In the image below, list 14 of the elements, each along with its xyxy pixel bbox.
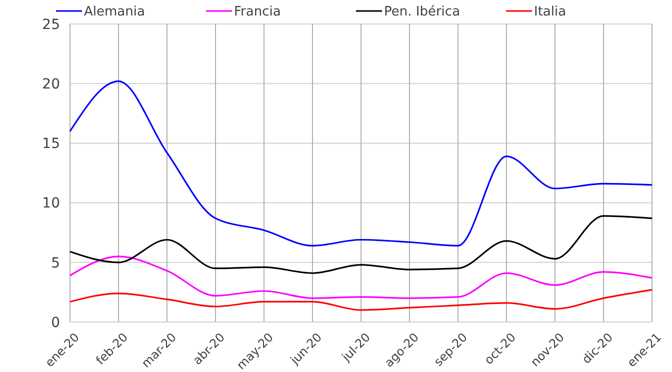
legend-label: Alemania [84,4,145,20]
line-series [69,256,653,299]
line-series [69,215,653,274]
line-series [69,289,653,311]
legend-label: Pen. Ibérica [384,4,460,20]
y-tick-label: 20 [42,76,60,92]
y-tick-label: 10 [42,196,60,212]
legend-label: Francia [234,4,281,20]
y-tick-label: 0 [51,314,60,331]
legend-label: Italia [534,4,566,20]
line-series [69,80,653,247]
y-tick-label: 25 [42,16,60,33]
y-tick-label: 15 [42,136,60,152]
y-tick-label: 5 [51,255,60,272]
